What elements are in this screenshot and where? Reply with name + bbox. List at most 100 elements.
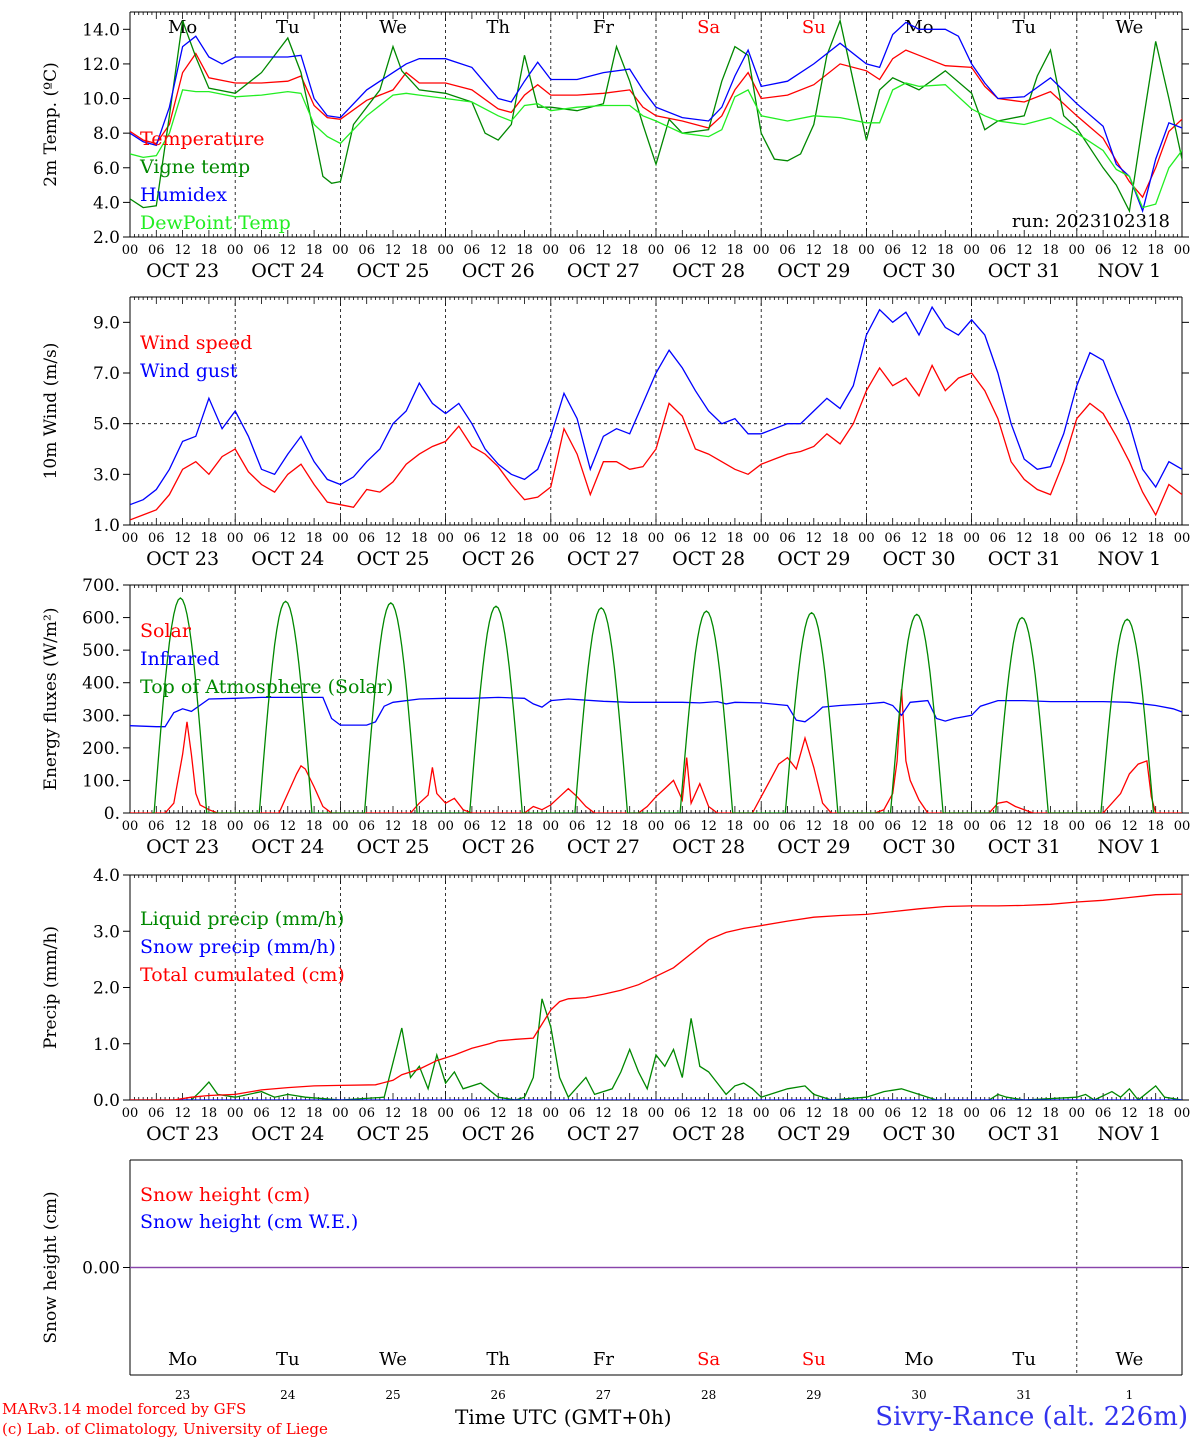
- hour-tick-label: 06: [779, 1106, 796, 1121]
- hour-tick-label: 06: [464, 531, 481, 546]
- hour-tick-label: 12: [280, 819, 297, 834]
- hour-tick-label: 06: [1095, 531, 1112, 546]
- legend-entry: DewPoint Temp: [140, 212, 291, 234]
- date-label: OCT 29: [777, 548, 850, 570]
- date-label: OCT 24: [251, 260, 324, 282]
- day-number-label: 26: [491, 1388, 506, 1402]
- date-label: NOV 1: [1098, 548, 1162, 570]
- hour-tick-label: 06: [464, 819, 481, 834]
- date-label: OCT 24: [251, 548, 324, 570]
- hour-tick-label: 00: [648, 243, 665, 258]
- y-tick-label: 1.0: [93, 516, 120, 536]
- hour-tick-label: 06: [464, 1106, 481, 1121]
- hour-tick-label: 00: [753, 531, 770, 546]
- day-number-label: 29: [806, 1388, 821, 1402]
- day-abbr-label: Mo: [168, 17, 197, 38]
- y-axis-title: Energy fluxes (W/m²): [41, 608, 61, 791]
- series-line: [130, 21, 1182, 214]
- y-tick-label: 0.00: [82, 1259, 120, 1279]
- hour-tick-label: 18: [516, 819, 533, 834]
- hour-tick-label: 18: [201, 819, 218, 834]
- hour-tick-label: 06: [990, 1106, 1007, 1121]
- series-group: [130, 893, 1182, 1100]
- hour-tick-label: 00: [648, 1106, 665, 1121]
- hour-tick-label: 18: [411, 819, 428, 834]
- date-label: OCT 28: [672, 1123, 745, 1145]
- hour-tick-label: 12: [1121, 819, 1138, 834]
- hour-tick-label: 06: [253, 531, 270, 546]
- hour-tick-label: 00: [1174, 243, 1191, 258]
- hour-tick-label: 18: [201, 1106, 218, 1121]
- date-label: OCT 31: [988, 836, 1061, 858]
- hour-tick-label: 18: [1147, 819, 1164, 834]
- hour-tick-label: 18: [727, 1106, 744, 1121]
- hour-tick-label: 00: [437, 819, 454, 834]
- hour-tick-label: 00: [437, 531, 454, 546]
- date-label: OCT 29: [777, 260, 850, 282]
- hour-tick-label: 12: [174, 1106, 191, 1121]
- date-label: OCT 31: [988, 1123, 1061, 1145]
- date-label: OCT 23: [146, 836, 219, 858]
- hour-tick-label: 18: [516, 243, 533, 258]
- hour-tick-label: 06: [1095, 819, 1112, 834]
- hour-tick-label: 06: [884, 819, 901, 834]
- day-abbr-label: Tu: [276, 1349, 300, 1370]
- hour-tick-label: 18: [516, 1106, 533, 1121]
- series-group: [130, 18, 1182, 214]
- hour-tick-label: 18: [621, 531, 638, 546]
- hour-tick-label: 00: [648, 819, 665, 834]
- hour-tick-label: 06: [569, 531, 586, 546]
- hour-tick-label: 06: [358, 531, 375, 546]
- hour-tick-label: 00: [858, 243, 875, 258]
- date-label: OCT 23: [146, 1123, 219, 1145]
- lab-credit: (c) Lab. of Climatology, University of L…: [2, 1420, 328, 1438]
- hour-tick-label: 18: [621, 819, 638, 834]
- date-label: OCT 24: [251, 1123, 324, 1145]
- date-label: OCT 26: [462, 260, 535, 282]
- legend-entry: Wind speed: [140, 332, 252, 354]
- hour-tick-label: 12: [1016, 1106, 1033, 1121]
- hour-tick-label: 06: [674, 1106, 691, 1121]
- hour-tick-label: 06: [990, 819, 1007, 834]
- legend-entry: Temperature: [140, 128, 264, 150]
- y-tick-label: 10.0: [82, 90, 120, 110]
- y-tick-label: 8.0: [93, 124, 120, 144]
- y-tick-label: 2.0: [93, 979, 120, 999]
- y-tick-label: 4.0: [93, 866, 120, 886]
- date-label: OCT 30: [882, 836, 955, 858]
- hour-tick-label: 18: [937, 243, 954, 258]
- day-abbr-label: Mo: [904, 1349, 933, 1370]
- y-tick-label: 2.0: [93, 228, 120, 248]
- date-label: OCT 27: [567, 260, 640, 282]
- y-tick-label: 9.0: [93, 313, 120, 333]
- hour-tick-label: 18: [832, 819, 849, 834]
- series-group: [130, 305, 1182, 521]
- panel-5: Mo 23 Tu 24 We 25 Th 26 Fr 27 Sa 28 Su 29 Mo 30 Tu 31 We 1 0…: [41, 1159, 1189, 1402]
- date-label: OCT 28: [672, 260, 745, 282]
- legend-entry: Wind gust: [140, 360, 238, 382]
- hour-tick-label: 06: [674, 819, 691, 834]
- hour-tick-label: 12: [490, 819, 507, 834]
- hour-tick-label: 06: [148, 243, 165, 258]
- day-number-label: 28: [701, 1388, 716, 1402]
- hour-tick-label: 00: [227, 1106, 244, 1121]
- hour-tick-label: 12: [700, 819, 717, 834]
- hour-tick-label: 00: [963, 819, 980, 834]
- hour-tick-label: 00: [543, 819, 560, 834]
- date-label: OCT 25: [356, 836, 429, 858]
- day-abbr-label: We: [379, 1349, 407, 1370]
- hour-tick-label: 06: [1095, 243, 1112, 258]
- hour-tick-label: 12: [595, 819, 612, 834]
- date-label: OCT 28: [672, 548, 745, 570]
- hour-tick-label: 00: [122, 531, 139, 546]
- hour-tick-label: 06: [358, 1106, 375, 1121]
- hour-tick-label: 00: [543, 531, 560, 546]
- hour-tick-label: 12: [490, 243, 507, 258]
- y-tick-label: 7.0: [93, 364, 120, 384]
- legend-entry: Snow height (cm): [140, 1184, 310, 1206]
- hour-tick-label: 00: [332, 243, 349, 258]
- hour-tick-label: 00: [543, 1106, 560, 1121]
- date-label: OCT 31: [988, 548, 1061, 570]
- date-label: OCT 31: [988, 260, 1061, 282]
